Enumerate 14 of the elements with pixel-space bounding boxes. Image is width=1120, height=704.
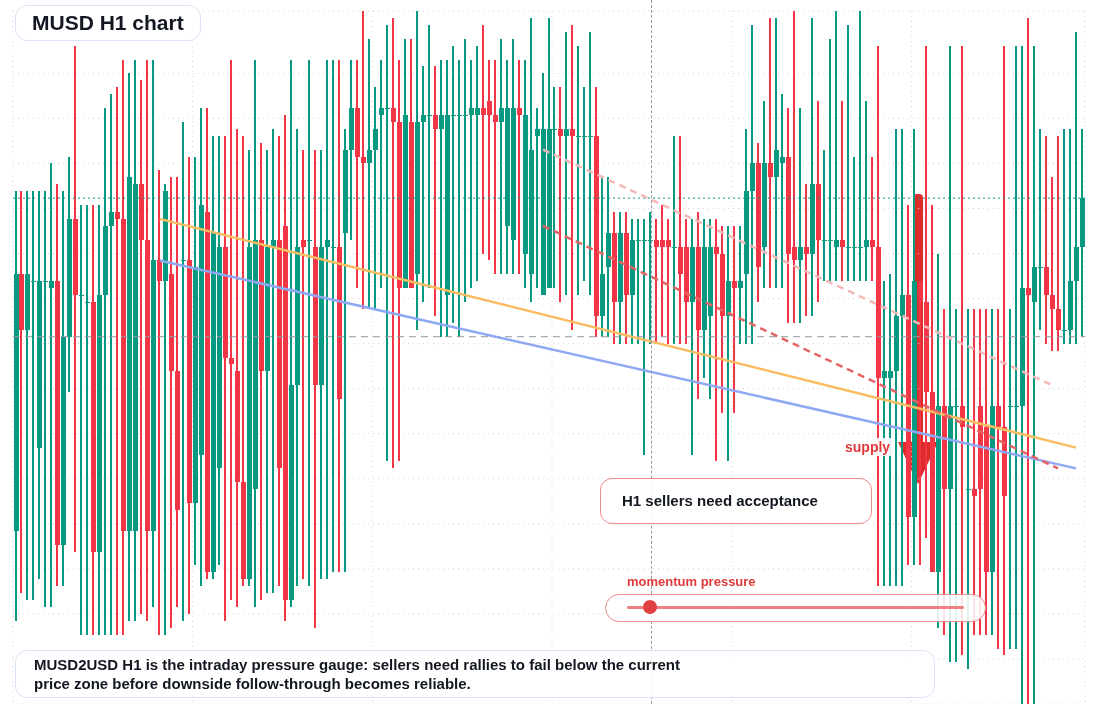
candlestick [732,225,737,413]
callout-box: H1 sellers need acceptance [600,478,872,524]
candlestick [918,281,923,566]
candlestick [558,87,563,303]
candlestick [840,101,845,282]
annotation: momentum pressure [627,574,756,589]
caption-box: MUSD2USD H1 is the intraday pressure gauge: sellers need rallies to fail below the current price zone before downside follow-through becomes reliable. [15,650,935,698]
candlestick [139,80,144,614]
annotation: MUSD2USD H1 is the intraday pressure gauge: sellers need rallies to fail below the current price zone before downside follow-through becomes reliable. [34,655,682,693]
candlestick [85,205,90,635]
annotation: supply [842,438,894,456]
candlestick [79,205,84,635]
candlestick [1026,17,1031,704]
title-box: MUSD H1 chart [15,5,201,41]
